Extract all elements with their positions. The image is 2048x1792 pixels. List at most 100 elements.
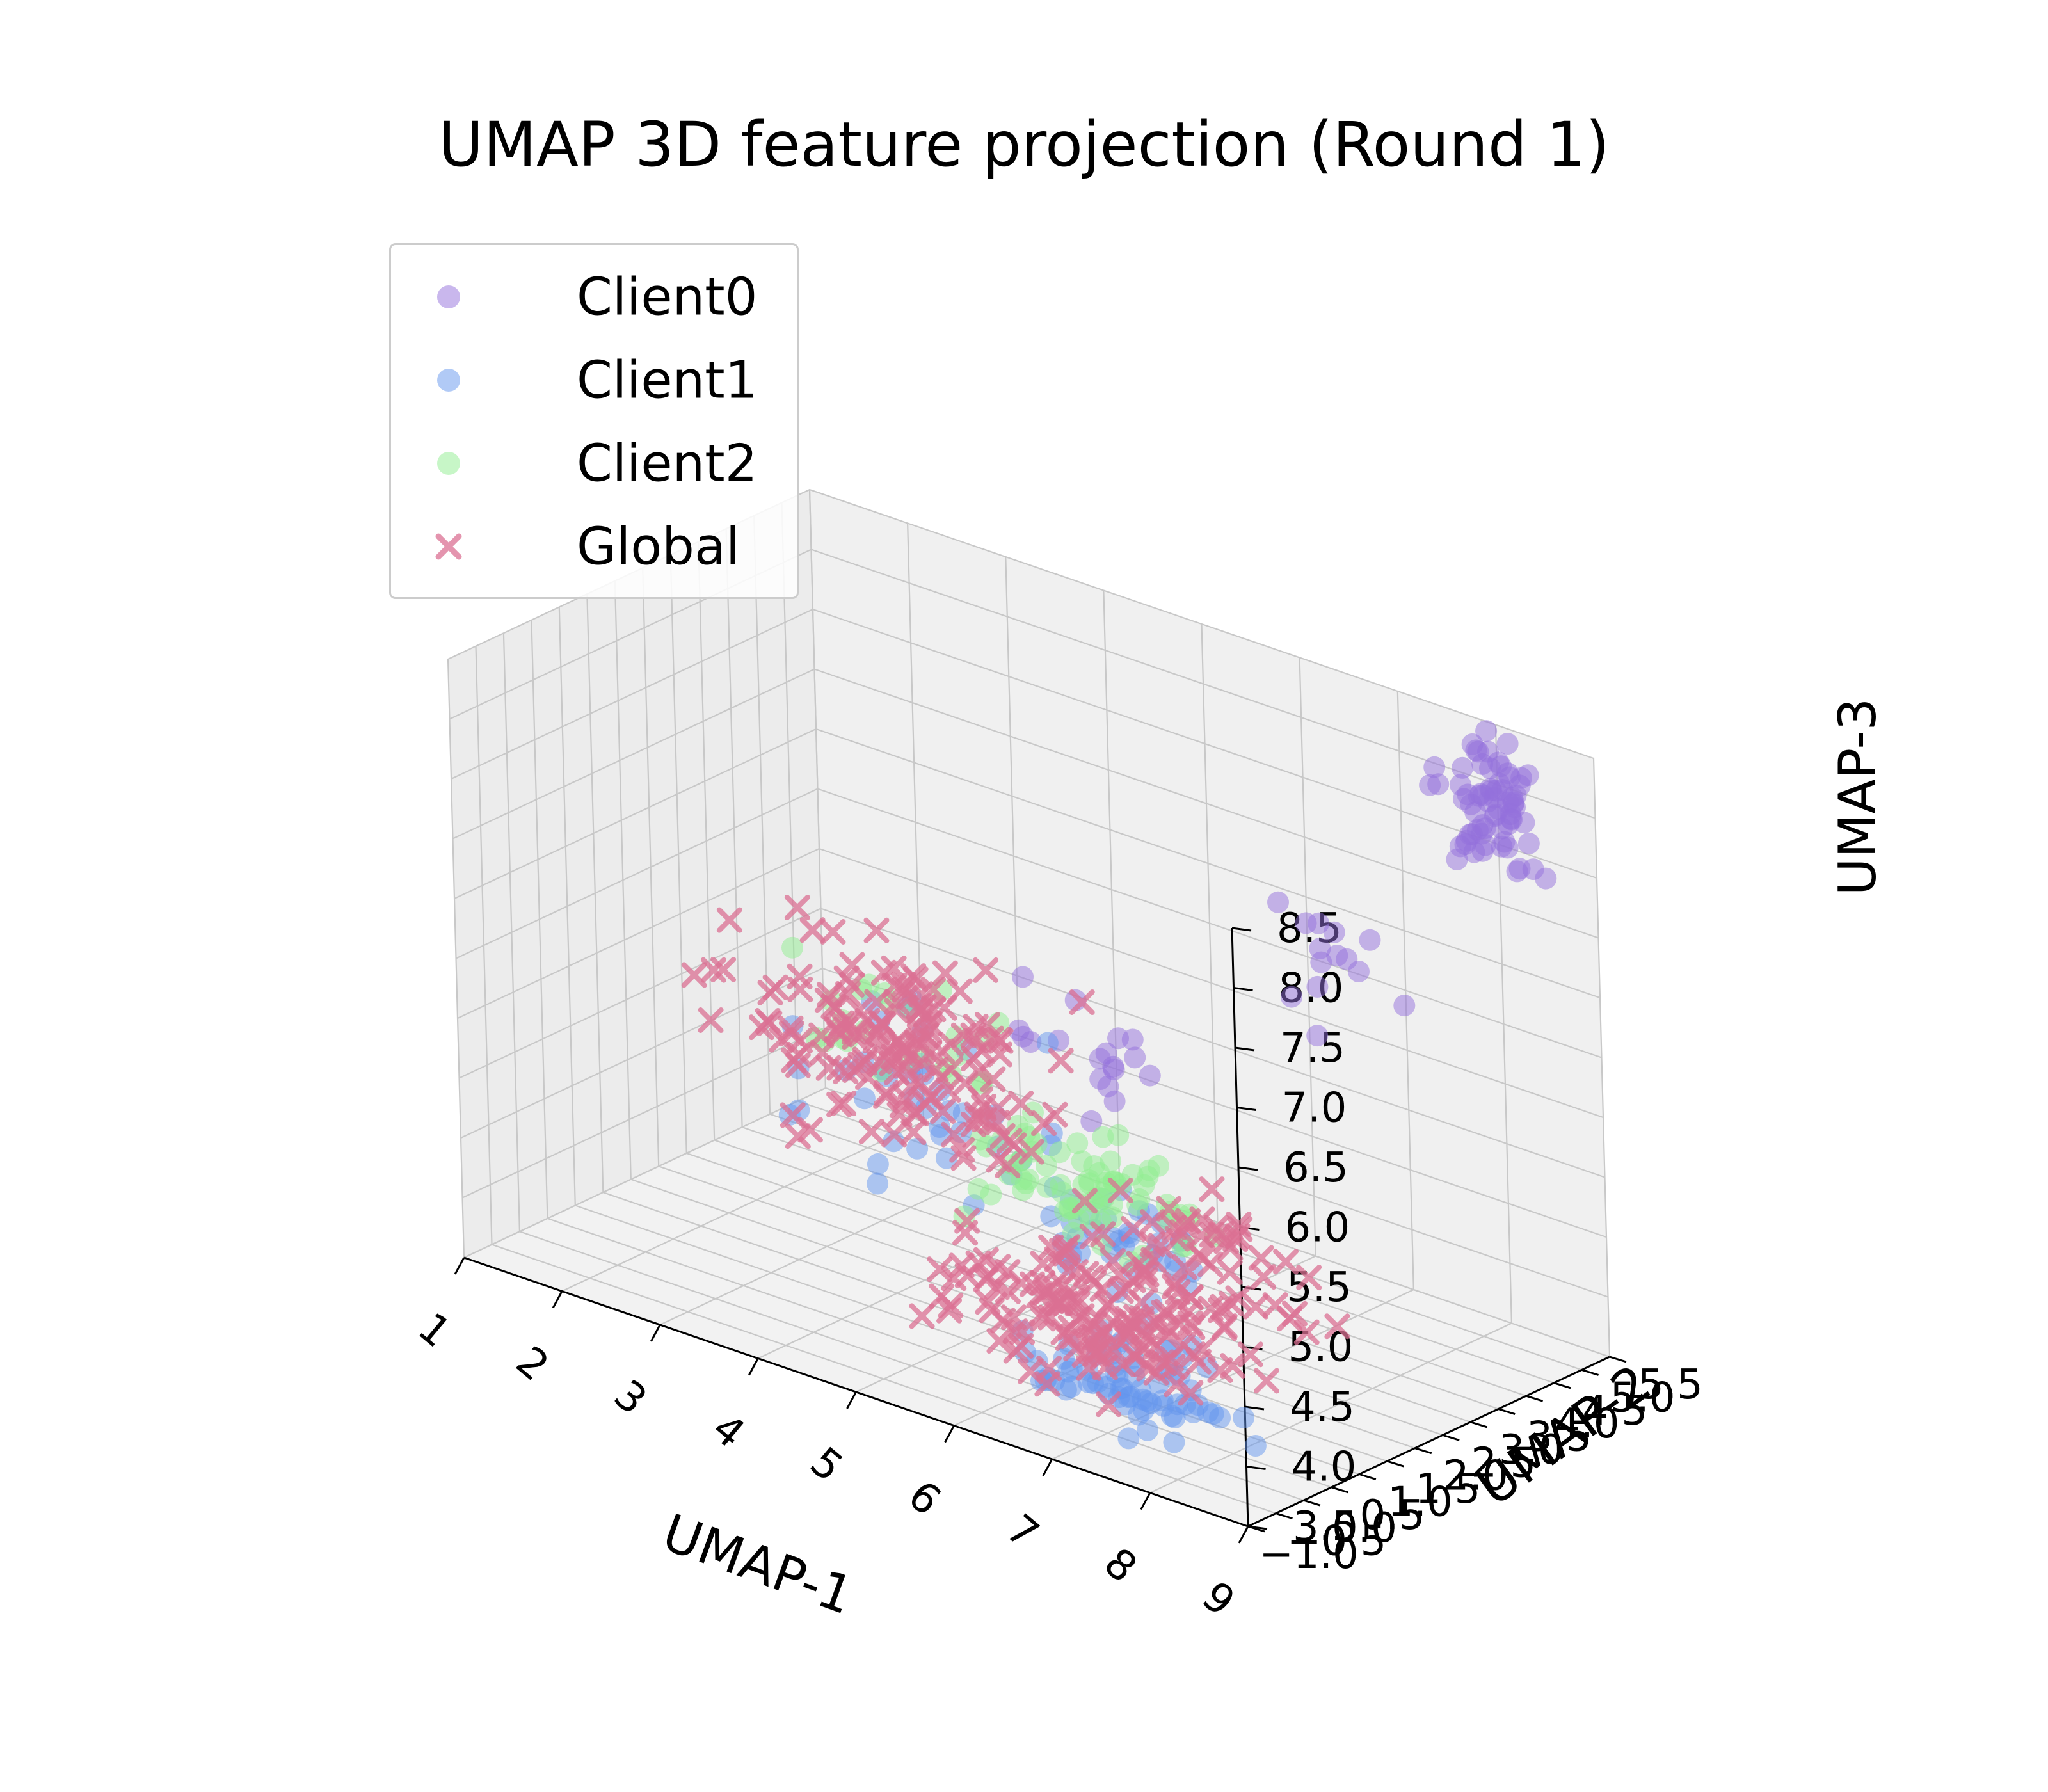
- legend-item-client0: Client0: [391, 255, 797, 339]
- point-global: [1243, 1293, 1269, 1320]
- legend-item-client1: Client1: [391, 339, 797, 422]
- x-tick-label: 8: [1095, 1539, 1146, 1592]
- point-global: [1133, 1261, 1160, 1288]
- point-global: [1273, 1249, 1299, 1275]
- legend-item-client2: Client2: [391, 422, 797, 505]
- z-tick-label: 6.5: [1283, 1144, 1348, 1192]
- point-global: [1064, 1290, 1091, 1316]
- gridline-z: [454, 728, 1601, 999]
- point-global: [900, 1119, 927, 1146]
- point-global: [1296, 1265, 1322, 1291]
- x-tick-mark: [454, 1257, 465, 1275]
- point-global: [1008, 1091, 1034, 1117]
- point-global: [1251, 1264, 1277, 1290]
- gridline-z: [460, 967, 1607, 1238]
- point-global: [1176, 1299, 1202, 1325]
- y-tick-label: 2.0: [1443, 1453, 1508, 1500]
- point-global: [1253, 1368, 1279, 1394]
- y-tick-mark: [1526, 1395, 1544, 1402]
- point-global: [928, 1064, 954, 1091]
- point-client0: [1496, 836, 1519, 859]
- y-tick-label: 3.5: [1526, 1414, 1592, 1461]
- point-global: [941, 1121, 967, 1148]
- point-global: [799, 917, 826, 943]
- point-global: [909, 1303, 935, 1329]
- point-global: [1163, 1270, 1189, 1297]
- y-tick-label: 0.5: [1359, 1492, 1425, 1539]
- point-client2: [1095, 1172, 1117, 1194]
- point-client0: [1496, 733, 1519, 755]
- x-tick-mark: [1042, 1459, 1053, 1476]
- y-axis-line: [1247, 1356, 1610, 1528]
- point-global: [960, 1111, 986, 1137]
- point-global: [814, 988, 840, 1014]
- point-global: [1207, 1357, 1233, 1383]
- point-global: [1156, 1196, 1182, 1222]
- point-client0: [1089, 1068, 1112, 1090]
- gridline-z: [452, 668, 1599, 939]
- point-global: [1063, 1336, 1089, 1362]
- point-global: [1199, 1222, 1225, 1248]
- point-global: [1171, 1254, 1197, 1281]
- gridline-z: [449, 548, 1596, 819]
- legend-marker-client2: [437, 452, 460, 475]
- point-global: [1106, 1262, 1132, 1288]
- point-client0: [1012, 1025, 1034, 1048]
- point-client2: [1092, 1126, 1114, 1148]
- legend-label-client0: Client0: [577, 267, 758, 327]
- point-global: [698, 1007, 724, 1034]
- point-global: [1217, 1259, 1243, 1285]
- point-client2: [781, 936, 803, 959]
- point-client2: [1066, 1132, 1089, 1155]
- x-tick-mark: [1140, 1492, 1151, 1510]
- point-global: [863, 917, 890, 943]
- point-global: [852, 1050, 878, 1076]
- point-global: [831, 1091, 857, 1117]
- point-client0: [1393, 995, 1416, 1017]
- point-client1: [1055, 1379, 1077, 1401]
- z-tick-mark: [1246, 1466, 1266, 1470]
- point-global: [1237, 1341, 1263, 1368]
- gridline-z: [459, 908, 1605, 1178]
- point-global: [935, 1076, 961, 1103]
- point-client0: [1480, 779, 1503, 801]
- gridline-z: [456, 788, 1602, 1059]
- z-axis-label: UMAP-3: [1828, 698, 1887, 896]
- z-tick-label: 4.0: [1292, 1444, 1357, 1491]
- z-tick-mark: [1247, 1525, 1268, 1530]
- point-global: [1140, 1247, 1167, 1273]
- point-client0: [1306, 1025, 1329, 1047]
- point-global: [1134, 1323, 1160, 1349]
- point-global: [1003, 1338, 1029, 1364]
- point-global: [1032, 1279, 1058, 1306]
- point-global: [839, 952, 865, 978]
- y-tick-label: 5.5: [1638, 1361, 1703, 1409]
- y-tick-mark: [1609, 1356, 1627, 1363]
- point-global: [864, 989, 890, 1015]
- point-global: [1071, 1188, 1098, 1214]
- point-global: [949, 1137, 975, 1163]
- x-tick-mark: [944, 1425, 955, 1443]
- point-client2: [1078, 1169, 1100, 1191]
- legend-label-global: Global: [577, 516, 740, 577]
- z-tick-mark: [1235, 1046, 1255, 1052]
- x-tick-label: 9: [1193, 1572, 1244, 1626]
- y-tick-mark: [1581, 1368, 1599, 1376]
- legend-label-client2: Client2: [577, 433, 758, 493]
- x-tick-mark: [748, 1357, 759, 1376]
- z-tick-mark: [1238, 1166, 1258, 1171]
- point-global: [973, 957, 999, 983]
- point-client0: [1475, 720, 1498, 742]
- point-global: [1169, 1219, 1196, 1245]
- point-client2: [1051, 1181, 1073, 1204]
- point-client1: [853, 1087, 876, 1110]
- y-tick-label: 4.0: [1555, 1400, 1620, 1448]
- point-global: [810, 1039, 836, 1066]
- point-global: [1030, 1251, 1056, 1277]
- point-global: [900, 963, 927, 989]
- point-client0: [1453, 788, 1475, 810]
- point-global: [1042, 1101, 1068, 1128]
- z-tick-mark: [1236, 1107, 1256, 1111]
- point-client0: [1471, 814, 1494, 836]
- point-global: [1018, 1139, 1044, 1165]
